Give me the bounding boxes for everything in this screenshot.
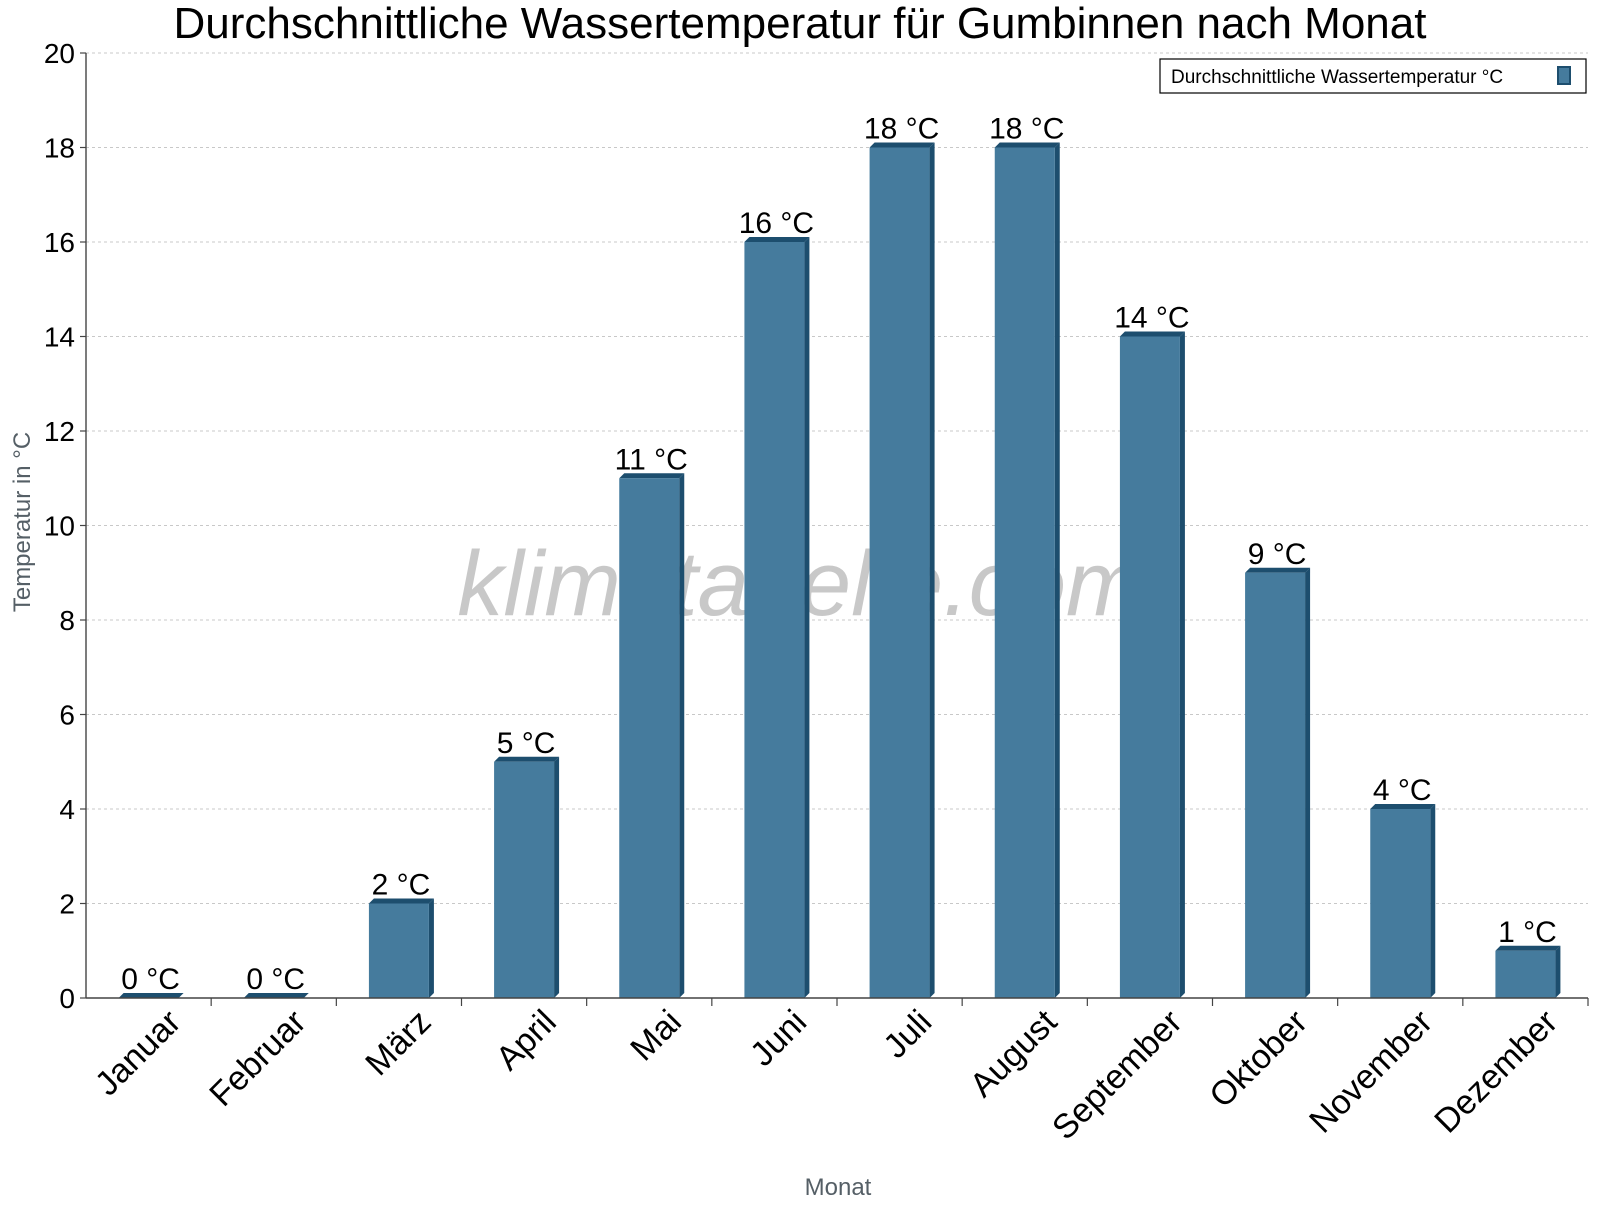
bar-front [869,147,930,998]
bar-top [869,142,935,148]
bar-front [1119,336,1180,998]
data-label: 14 °C [1114,302,1189,335]
bar-2 [243,993,309,998]
bar-side [1555,945,1561,998]
grid-lines [86,52,1588,904]
x-tick-label: Juni [743,1003,814,1074]
bar-3 [368,898,434,998]
bar-top [243,993,309,998]
data-label: 18 °C [864,113,939,146]
x-tick-label: September [1045,1003,1189,1147]
bar-1 [118,993,184,998]
bar-top [619,473,685,479]
bar-7 [869,142,935,998]
bar-8 [994,142,1060,998]
legend-swatch [1557,66,1571,85]
bar-side [929,142,935,998]
bar-top [1370,804,1436,809]
bar-side [554,756,560,998]
bar-top [494,756,560,762]
x-tick-label: Dezember [1427,1003,1565,1141]
x-tick-label: Juli [876,1003,939,1066]
bars [118,142,1561,998]
y-tick-label: 16 [44,227,75,258]
bar-side [428,898,434,998]
y-tick-label: 8 [59,605,75,636]
data-label: 0 °C [246,963,305,996]
data-label: 2 °C [372,869,431,902]
bar-front [1495,950,1556,998]
x-tick-label: November [1302,1003,1440,1141]
y-tick-label: 4 [59,794,75,825]
bar-top [1495,945,1561,951]
x-axis-title: Monat [805,1174,872,1200]
bar-top [994,142,1060,148]
bar-top [1245,567,1311,573]
bar-side [1054,142,1060,998]
bar-5 [619,473,685,998]
x-tick-label: Oktober [1202,1003,1314,1115]
bar-top [744,237,810,242]
axes [80,52,1589,1006]
data-label: 16 °C [739,207,814,240]
data-label: 5 °C [497,727,556,760]
bar-9 [1119,331,1185,998]
data-label: 0 °C [121,963,180,996]
bar-side [1179,331,1185,998]
x-tick-label: Mai [623,1003,689,1069]
data-label: 11 °C [615,443,688,476]
bar-6 [744,237,810,998]
bar-front [994,147,1055,998]
bar-10 [1245,567,1311,998]
x-tick-label: Januar [88,1003,188,1103]
y-tick-label: 18 [44,133,75,164]
bar-front [368,903,429,998]
y-tick-label: 10 [44,511,75,542]
bar-front [619,478,680,998]
bar-11 [1370,804,1436,998]
legend-box [1159,58,1587,94]
bar-side [1430,804,1436,998]
chart-title: Durchschnittliche Wassertemperatur für G… [174,0,1427,48]
legend: Durchschnittliche Wassertemperatur °C [1159,58,1587,94]
bar-side [1305,567,1311,998]
data-label: 4 °C [1373,774,1432,807]
bar-front [1245,572,1306,998]
y-tick-label: 2 [59,889,75,920]
data-labels: 0 °C 0 °C 2 °C 5 °C 11 °C 16 °C 18 °C 18 °C 14 °… [121,113,1557,997]
y-axis-title: Temperatur in °C [9,432,36,612]
bar-side [679,473,685,998]
bar-top [118,993,184,998]
bar-12 [1495,945,1561,998]
y-tick-label: 0 [59,983,75,1014]
bar-top [1119,331,1185,337]
x-tick-label: April [489,1003,564,1078]
bar-front [494,761,555,998]
x-tick-label: März [358,1003,438,1083]
bar-4 [494,756,560,998]
data-label: 9 °C [1248,538,1307,571]
y-tick-label: 6 [59,700,75,731]
legend-label: Durchschnittliche Wassertemperatur °C [1171,67,1503,88]
bar-front [744,242,805,998]
bar-side [804,237,810,998]
y-tick-label: 14 [44,322,75,353]
bar-top [368,898,434,904]
data-label: 18 °C [989,113,1064,146]
y-tick-label: 12 [44,416,75,447]
bar-front [1370,809,1431,998]
x-tick-label: Februar [202,1003,313,1114]
y-tick-label: 20 [44,38,75,69]
data-label: 1 °C [1498,916,1557,949]
x-tick-label: August [963,1002,1065,1104]
